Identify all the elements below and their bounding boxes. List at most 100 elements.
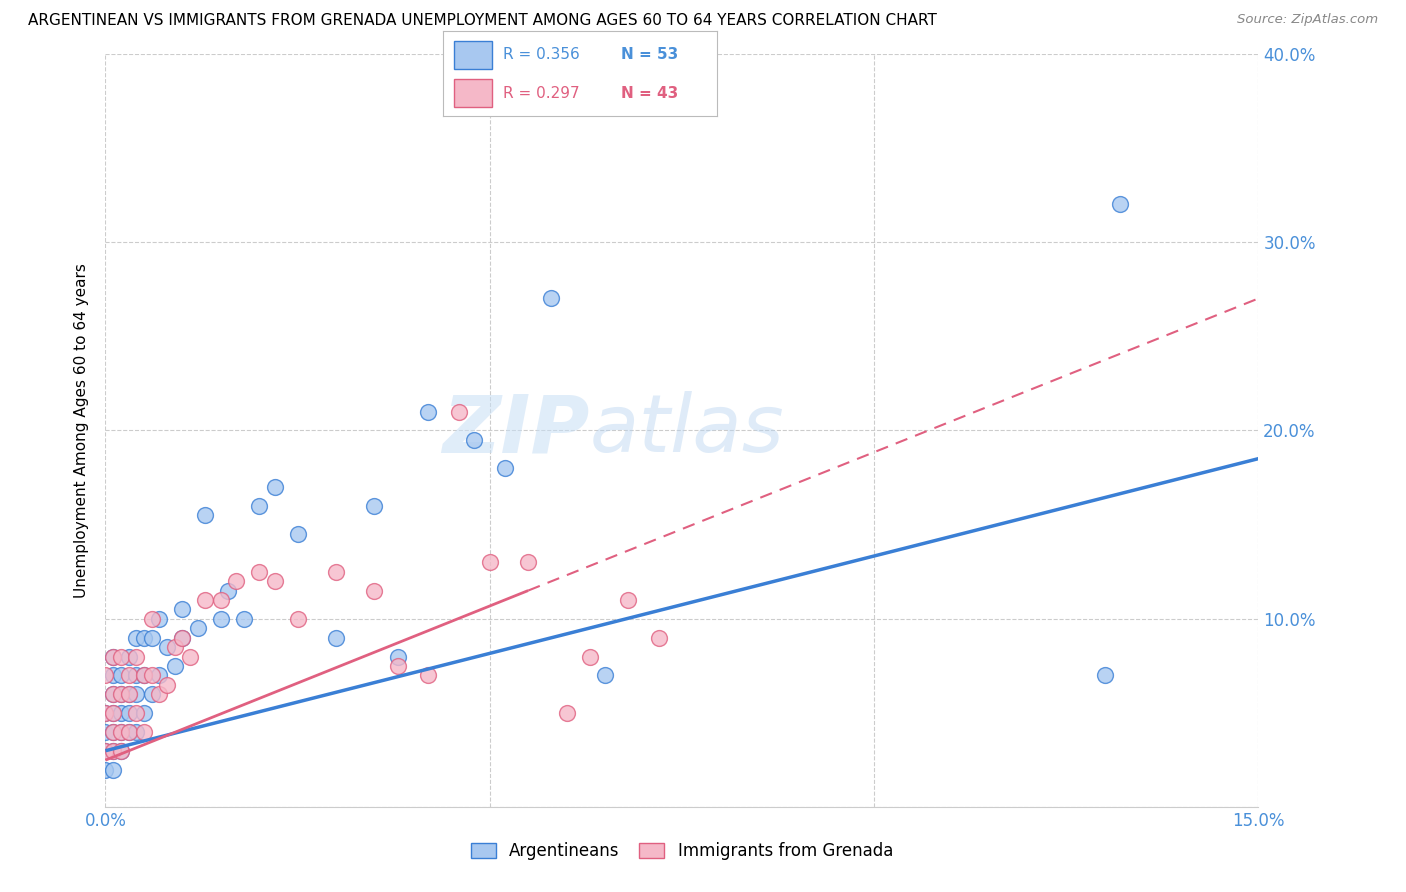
Point [101, 706, 124, 720]
Point [648, 631, 671, 645]
Point [187, 621, 209, 635]
Point [141, 631, 163, 645]
Point [555, 706, 578, 720]
Text: N = 53: N = 53 [621, 47, 678, 62]
Point [447, 404, 470, 418]
Point [117, 706, 139, 720]
Point [125, 649, 148, 664]
Text: atlas: atlas [589, 392, 785, 469]
Point [593, 668, 616, 682]
Point [1094, 668, 1116, 682]
Point [132, 668, 155, 682]
Point [387, 649, 409, 664]
Point [117, 724, 139, 739]
Point [94, 668, 117, 682]
Point [101, 649, 124, 664]
Point [1109, 197, 1132, 211]
Point [263, 480, 285, 494]
Point [148, 687, 170, 701]
Point [194, 593, 217, 607]
Point [101, 668, 124, 682]
Point [287, 527, 309, 541]
Point [363, 499, 385, 513]
Point [117, 668, 139, 682]
Point [163, 640, 186, 654]
Point [418, 404, 440, 418]
Point [101, 706, 124, 720]
Point [179, 649, 201, 664]
Point [247, 565, 270, 579]
Text: ARGENTINEAN VS IMMIGRANTS FROM GRENADA UNEMPLOYMENT AMONG AGES 60 TO 64 YEARS CO: ARGENTINEAN VS IMMIGRANTS FROM GRENADA U… [28, 13, 936, 29]
Point [209, 593, 232, 607]
Point [101, 763, 124, 777]
Point [578, 649, 600, 664]
Bar [454, 78, 492, 108]
Point [363, 583, 385, 598]
Point [418, 668, 440, 682]
Point [225, 574, 247, 589]
Point [494, 461, 516, 475]
Point [132, 631, 155, 645]
Point [132, 668, 155, 682]
Bar [454, 40, 492, 70]
Point [287, 612, 309, 626]
Point [94, 706, 117, 720]
Point [125, 631, 148, 645]
Point [617, 593, 640, 607]
Point [94, 763, 117, 777]
Point [517, 555, 540, 569]
Point [387, 659, 409, 673]
Point [125, 687, 148, 701]
Point [325, 565, 347, 579]
Point [101, 649, 124, 664]
Point [125, 706, 148, 720]
Point [110, 744, 132, 758]
Point [156, 678, 179, 692]
Point [463, 433, 485, 447]
Point [125, 668, 148, 682]
Point [110, 706, 132, 720]
Point [110, 649, 132, 664]
Point [110, 744, 132, 758]
Point [325, 631, 347, 645]
Point [110, 724, 132, 739]
Point [94, 724, 117, 739]
Point [172, 631, 194, 645]
Text: N = 43: N = 43 [621, 86, 678, 101]
Point [101, 687, 124, 701]
Point [94, 706, 117, 720]
Text: ZIP: ZIP [443, 392, 589, 469]
Point [209, 612, 232, 626]
Point [141, 687, 163, 701]
Point [132, 706, 155, 720]
Point [101, 724, 124, 739]
Text: Source: ZipAtlas.com: Source: ZipAtlas.com [1237, 13, 1378, 27]
Point [540, 292, 562, 306]
Point [110, 687, 132, 701]
Point [156, 640, 179, 654]
Point [110, 668, 132, 682]
Point [247, 499, 270, 513]
Point [141, 612, 163, 626]
Point [148, 668, 170, 682]
Legend: Argentineans, Immigrants from Grenada: Argentineans, Immigrants from Grenada [464, 836, 900, 867]
Point [172, 602, 194, 616]
Point [217, 583, 239, 598]
Y-axis label: Unemployment Among Ages 60 to 64 years: Unemployment Among Ages 60 to 64 years [75, 263, 90, 598]
Point [94, 744, 117, 758]
Point [101, 724, 124, 739]
Point [110, 724, 132, 739]
Text: R = 0.297: R = 0.297 [503, 86, 579, 101]
Point [163, 659, 186, 673]
Point [101, 687, 124, 701]
Text: R = 0.356: R = 0.356 [503, 47, 579, 62]
Point [101, 744, 124, 758]
Point [194, 508, 217, 523]
Point [132, 724, 155, 739]
Point [172, 631, 194, 645]
Point [148, 612, 170, 626]
Point [117, 649, 139, 664]
Point [117, 687, 139, 701]
Point [101, 744, 124, 758]
Point [110, 687, 132, 701]
